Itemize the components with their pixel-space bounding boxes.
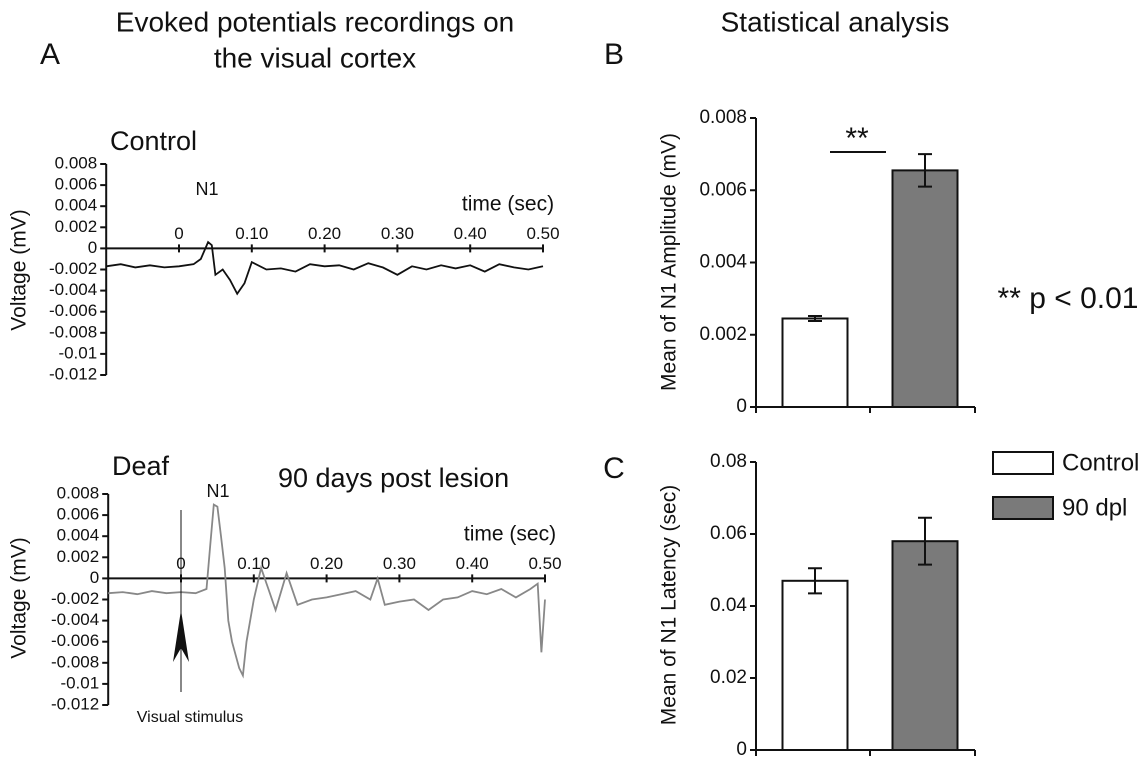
x-axis-label: time (sec)	[464, 523, 556, 546]
annotation: ** p < 0.01	[998, 282, 1139, 315]
annotation: **	[845, 122, 869, 155]
chart-title: Deaf	[112, 451, 170, 481]
bar	[781, 579, 849, 751]
y-tick-label: 0	[90, 568, 99, 587]
y-axis-label: Voltage (mV)	[8, 209, 31, 330]
x-tick-label: 0.20	[308, 224, 341, 243]
x-tick-label: 0.50	[526, 224, 559, 243]
y-tick-label: -0.006	[49, 301, 97, 320]
y-tick-label: -0.004	[51, 610, 99, 629]
y-tick-label: 0.004	[55, 196, 98, 215]
chart-subtitle: 90 days post lesion	[278, 463, 509, 493]
panel-label: B	[604, 38, 624, 71]
x-tick-label: 0.40	[456, 554, 489, 573]
x-axis-label: time (sec)	[462, 193, 554, 216]
y-tick-label: -0.002	[49, 259, 97, 278]
y-tick-label: 0.06	[710, 523, 747, 544]
y-tick-label: -0.004	[49, 280, 97, 299]
annotation: N1	[206, 481, 229, 501]
x-tick-label: 0.30	[383, 554, 416, 573]
x-tick-label: 0.10	[235, 224, 268, 243]
annotation: Visual stimulus	[137, 709, 243, 726]
waveform	[108, 503, 546, 679]
legend-label: 90 dpl	[1062, 494, 1127, 521]
legend-swatch	[992, 451, 1054, 475]
y-axis-label: Voltage (mV)	[8, 537, 31, 658]
y-tick-label: 0.002	[57, 547, 100, 566]
annotation: N1	[195, 179, 218, 199]
heading: Statistical analysis	[721, 6, 950, 37]
y-tick-label: 0	[736, 396, 747, 417]
y-tick-label: 0.008	[57, 483, 100, 502]
arrow-head	[173, 610, 189, 662]
y-tick-label: 0.008	[55, 153, 98, 172]
y-tick-label: -0.012	[49, 364, 97, 383]
y-tick-label: 0.008	[699, 107, 747, 128]
y-tick-label: 0.002	[699, 324, 747, 345]
y-tick-label: -0.008	[49, 322, 97, 341]
x-tick-label: 0.20	[310, 554, 343, 573]
chart-title: Control	[110, 126, 197, 156]
y-tick-label: 0.04	[710, 595, 747, 616]
y-tick-label: 0.004	[699, 252, 747, 273]
y-tick-label: 0.006	[699, 179, 747, 200]
bar	[891, 169, 959, 408]
y-tick-label: 0	[736, 739, 747, 758]
y-tick-label: 0	[88, 238, 97, 257]
heading: Evoked potentials recordings on	[116, 6, 514, 37]
x-tick-label: 0.40	[454, 224, 487, 243]
y-tick-label: -0.008	[51, 652, 99, 671]
y-tick-label: 0.006	[57, 505, 100, 524]
y-axis-label: Mean of N1 Amplitude (mV)	[658, 133, 681, 391]
bar	[891, 540, 959, 752]
panel-label: A	[40, 38, 60, 71]
y-tick-label: 0.08	[710, 451, 747, 472]
bar	[781, 317, 849, 408]
error-bar	[808, 567, 822, 595]
x-tick-label: 0.50	[528, 554, 561, 573]
y-tick-label: 0.002	[55, 217, 98, 236]
legend-label: Control	[1062, 449, 1139, 476]
x-tick-label: 0.10	[237, 554, 270, 573]
y-axis-label: Mean of N1 Latency (sec)	[658, 485, 681, 725]
heading: the visual cortex	[214, 42, 416, 73]
error-bar	[918, 516, 932, 566]
panel-label: C	[603, 452, 625, 485]
y-tick-label: -0.012	[51, 694, 99, 713]
y-tick-label: -0.01	[60, 673, 99, 692]
waveform	[106, 240, 544, 296]
error-bar	[808, 314, 822, 323]
y-tick-label: -0.006	[51, 631, 99, 650]
y-tick-label: -0.01	[58, 343, 97, 362]
x-tick-label: 0	[174, 224, 183, 243]
y-tick-label: 0.02	[710, 667, 747, 688]
error-bar	[918, 153, 932, 188]
y-tick-label: 0.006	[55, 175, 98, 194]
y-tick-label: 0.004	[57, 526, 100, 545]
legend-swatch	[992, 496, 1054, 520]
x-tick-label: 0.30	[381, 224, 414, 243]
y-tick-label: -0.002	[51, 589, 99, 608]
